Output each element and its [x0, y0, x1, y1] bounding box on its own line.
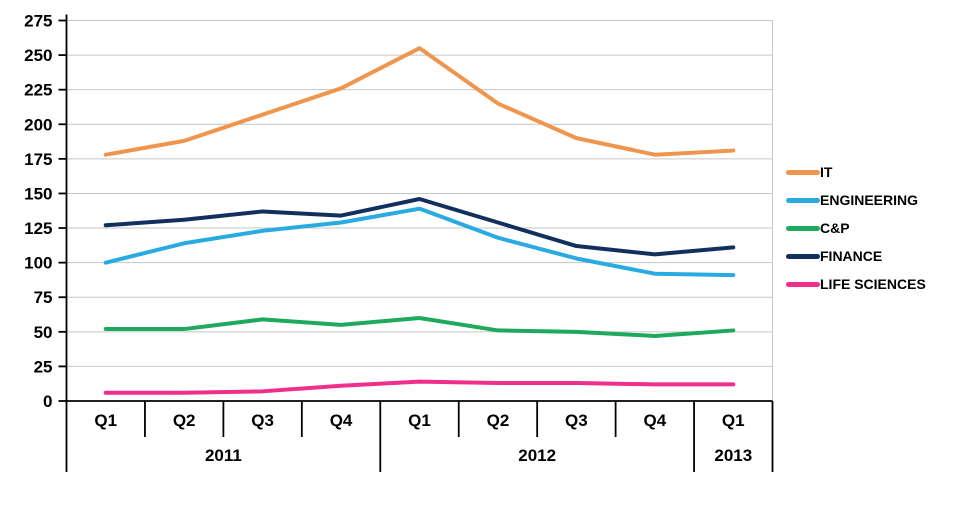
- quarter-label: Q1: [94, 411, 117, 430]
- quarter-label: Q2: [173, 411, 196, 430]
- y-axis-label: 75: [34, 288, 53, 307]
- legend-label: LIFE SCIENCES: [820, 276, 926, 292]
- year-label: 2012: [518, 446, 556, 465]
- legend-item-it: IT: [786, 158, 926, 186]
- legend-swatch: [786, 281, 820, 287]
- y-axis-label: 275: [24, 12, 52, 31]
- y-axis-label: 225: [24, 81, 52, 100]
- series-line-c-p: [103, 315, 736, 338]
- series-line-life-sciences: [103, 379, 736, 395]
- series-line-finance: [103, 196, 736, 257]
- year-label: 2013: [714, 446, 752, 465]
- legend-swatch: [786, 169, 820, 175]
- legend-item-finance: FINANCE: [786, 242, 926, 270]
- legend-swatch: [786, 225, 820, 231]
- quarter-label: Q1: [408, 411, 431, 430]
- legend-swatch: [786, 197, 820, 203]
- y-axis-label: 200: [24, 115, 52, 134]
- y-axis-label: 50: [34, 323, 53, 342]
- quarter-label: Q3: [251, 411, 274, 430]
- legend-label: FINANCE: [820, 248, 883, 264]
- y-axis-label: 25: [34, 357, 53, 376]
- quarter-label: Q2: [487, 411, 510, 430]
- quarter-label: Q3: [565, 411, 588, 430]
- y-axis-label: 250: [24, 46, 52, 65]
- y-axis-label: 0: [43, 392, 52, 411]
- chart-legend: IT ENGINEERING C&P FINANCE LIFE SCIENCES: [786, 158, 926, 298]
- y-axis-label: 150: [24, 184, 52, 203]
- legend-label: ENGINEERING: [820, 192, 919, 208]
- y-axis-label: 100: [24, 254, 52, 273]
- year-label: 2011: [205, 446, 242, 465]
- legend-item-engineering: ENGINEERING: [786, 186, 926, 214]
- legend-swatch: [786, 253, 820, 259]
- legend-item-c-p: C&P: [786, 214, 926, 242]
- quarter-label: Q4: [643, 411, 666, 430]
- legend-label: C&P: [820, 220, 850, 236]
- series-line-it: [103, 46, 736, 157]
- quarter-label: Q4: [330, 411, 353, 430]
- y-axis-label: 175: [24, 150, 52, 169]
- quarter-label: Q1: [722, 411, 745, 430]
- legend-item-life-sciences: LIFE SCIENCES: [786, 270, 926, 298]
- series-line-engineering: [103, 206, 736, 278]
- y-axis-label: 125: [24, 219, 52, 238]
- legend-label: IT: [820, 164, 833, 180]
